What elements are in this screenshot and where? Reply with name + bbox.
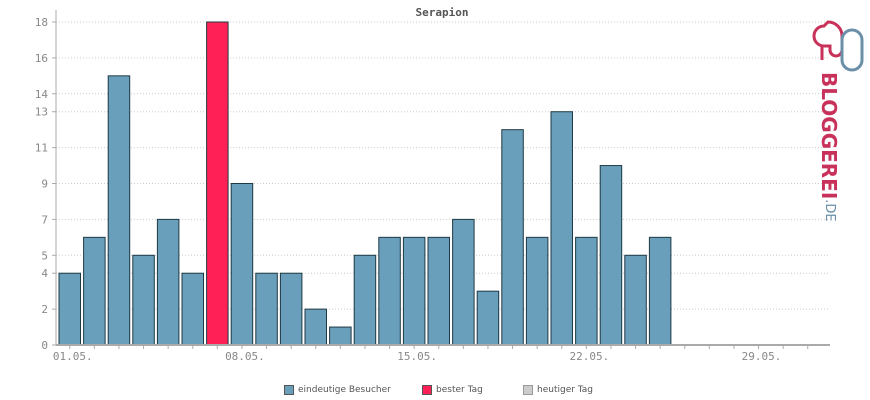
bar-day-9 <box>255 272 278 346</box>
y-tick-label: 16 <box>35 52 48 65</box>
legend-label-visitors: eindeutige Besucher <box>298 385 391 395</box>
legend-item-today: heutiger Tag <box>523 385 593 395</box>
bar-day-6 <box>181 272 204 346</box>
y-tick-label: 7 <box>41 213 48 226</box>
y-tick-label: 11 <box>35 142 48 155</box>
legend-swatch-visitors <box>284 385 294 395</box>
y-tick-label: 9 <box>41 178 48 191</box>
bar-day-20 <box>525 236 549 346</box>
y-axis-ticks: 0 2 4 5 7 9 11 13 14 16 18 <box>35 16 56 352</box>
y-tick-label: 4 <box>41 267 48 280</box>
bar-day-15 <box>402 236 426 346</box>
legend-label-best-day: bester Tag <box>436 385 483 395</box>
bar-day-25 <box>648 236 672 346</box>
y-tick-label: 18 <box>35 16 48 29</box>
bar-day-23 <box>599 165 623 346</box>
x-tick-label: 08.05. <box>225 350 265 363</box>
bar-day-5 <box>156 218 180 346</box>
bar-day-12 <box>329 326 352 346</box>
logo-main-text: BLOGGEREI <box>817 72 841 200</box>
x-tick-label: 15.05. <box>397 350 437 363</box>
bar-day-2 <box>83 236 106 346</box>
logo-tld-text: .DE <box>822 199 837 222</box>
x-axis-ticks: 01.05. 08.05. 15.05. 22.05. 29.05. <box>53 345 809 363</box>
legend-label-today: heutiger Tag <box>537 385 594 395</box>
bars <box>58 21 672 346</box>
x-tick-label: 22.05. <box>569 350 609 363</box>
axes <box>55 10 830 346</box>
bar-best-day <box>206 21 229 346</box>
bar-day-13 <box>353 254 377 346</box>
legend: eindeutige Besucher bester Tag heutiger … <box>0 385 870 399</box>
bar-day-4 <box>132 254 155 346</box>
bar-day-10 <box>279 272 303 346</box>
legend-swatch-today <box>523 385 533 395</box>
bar-day-17 <box>452 218 475 346</box>
bar-day-11 <box>304 308 327 346</box>
legend-item-visitors: eindeutige Besucher <box>284 385 391 395</box>
bar-day-3 <box>107 75 131 346</box>
bar-day-8 <box>230 183 254 346</box>
bar-day-14 <box>378 236 401 346</box>
bar-day-24 <box>624 254 647 346</box>
x-tick-label: 29.05. <box>742 350 782 363</box>
bar-day-21 <box>550 111 573 346</box>
bar-day-18 <box>476 290 500 346</box>
y-tick-label: 5 <box>41 249 48 262</box>
bar-day-22 <box>575 236 598 346</box>
y-tick-label: 13 <box>35 106 48 119</box>
legend-item-best-day: bester Tag <box>422 385 483 395</box>
bar-day-1 <box>58 272 81 346</box>
bar-day-16 <box>427 236 450 346</box>
bloggerei-logo-text: BLOGGEREI.DE <box>817 72 841 222</box>
y-tick-label: 14 <box>35 88 49 101</box>
bloggerei-logo[interactable] <box>808 18 868 218</box>
legend-swatch-best-day <box>422 385 432 395</box>
y-tick-label: 2 <box>41 303 48 316</box>
y-tick-label: 0 <box>41 339 48 352</box>
chart-title: Serapion <box>416 6 469 19</box>
x-tick-label: 01.05. <box>53 350 93 363</box>
bloggerei-logo-icon <box>812 20 864 72</box>
bar-day-19 <box>501 129 524 346</box>
